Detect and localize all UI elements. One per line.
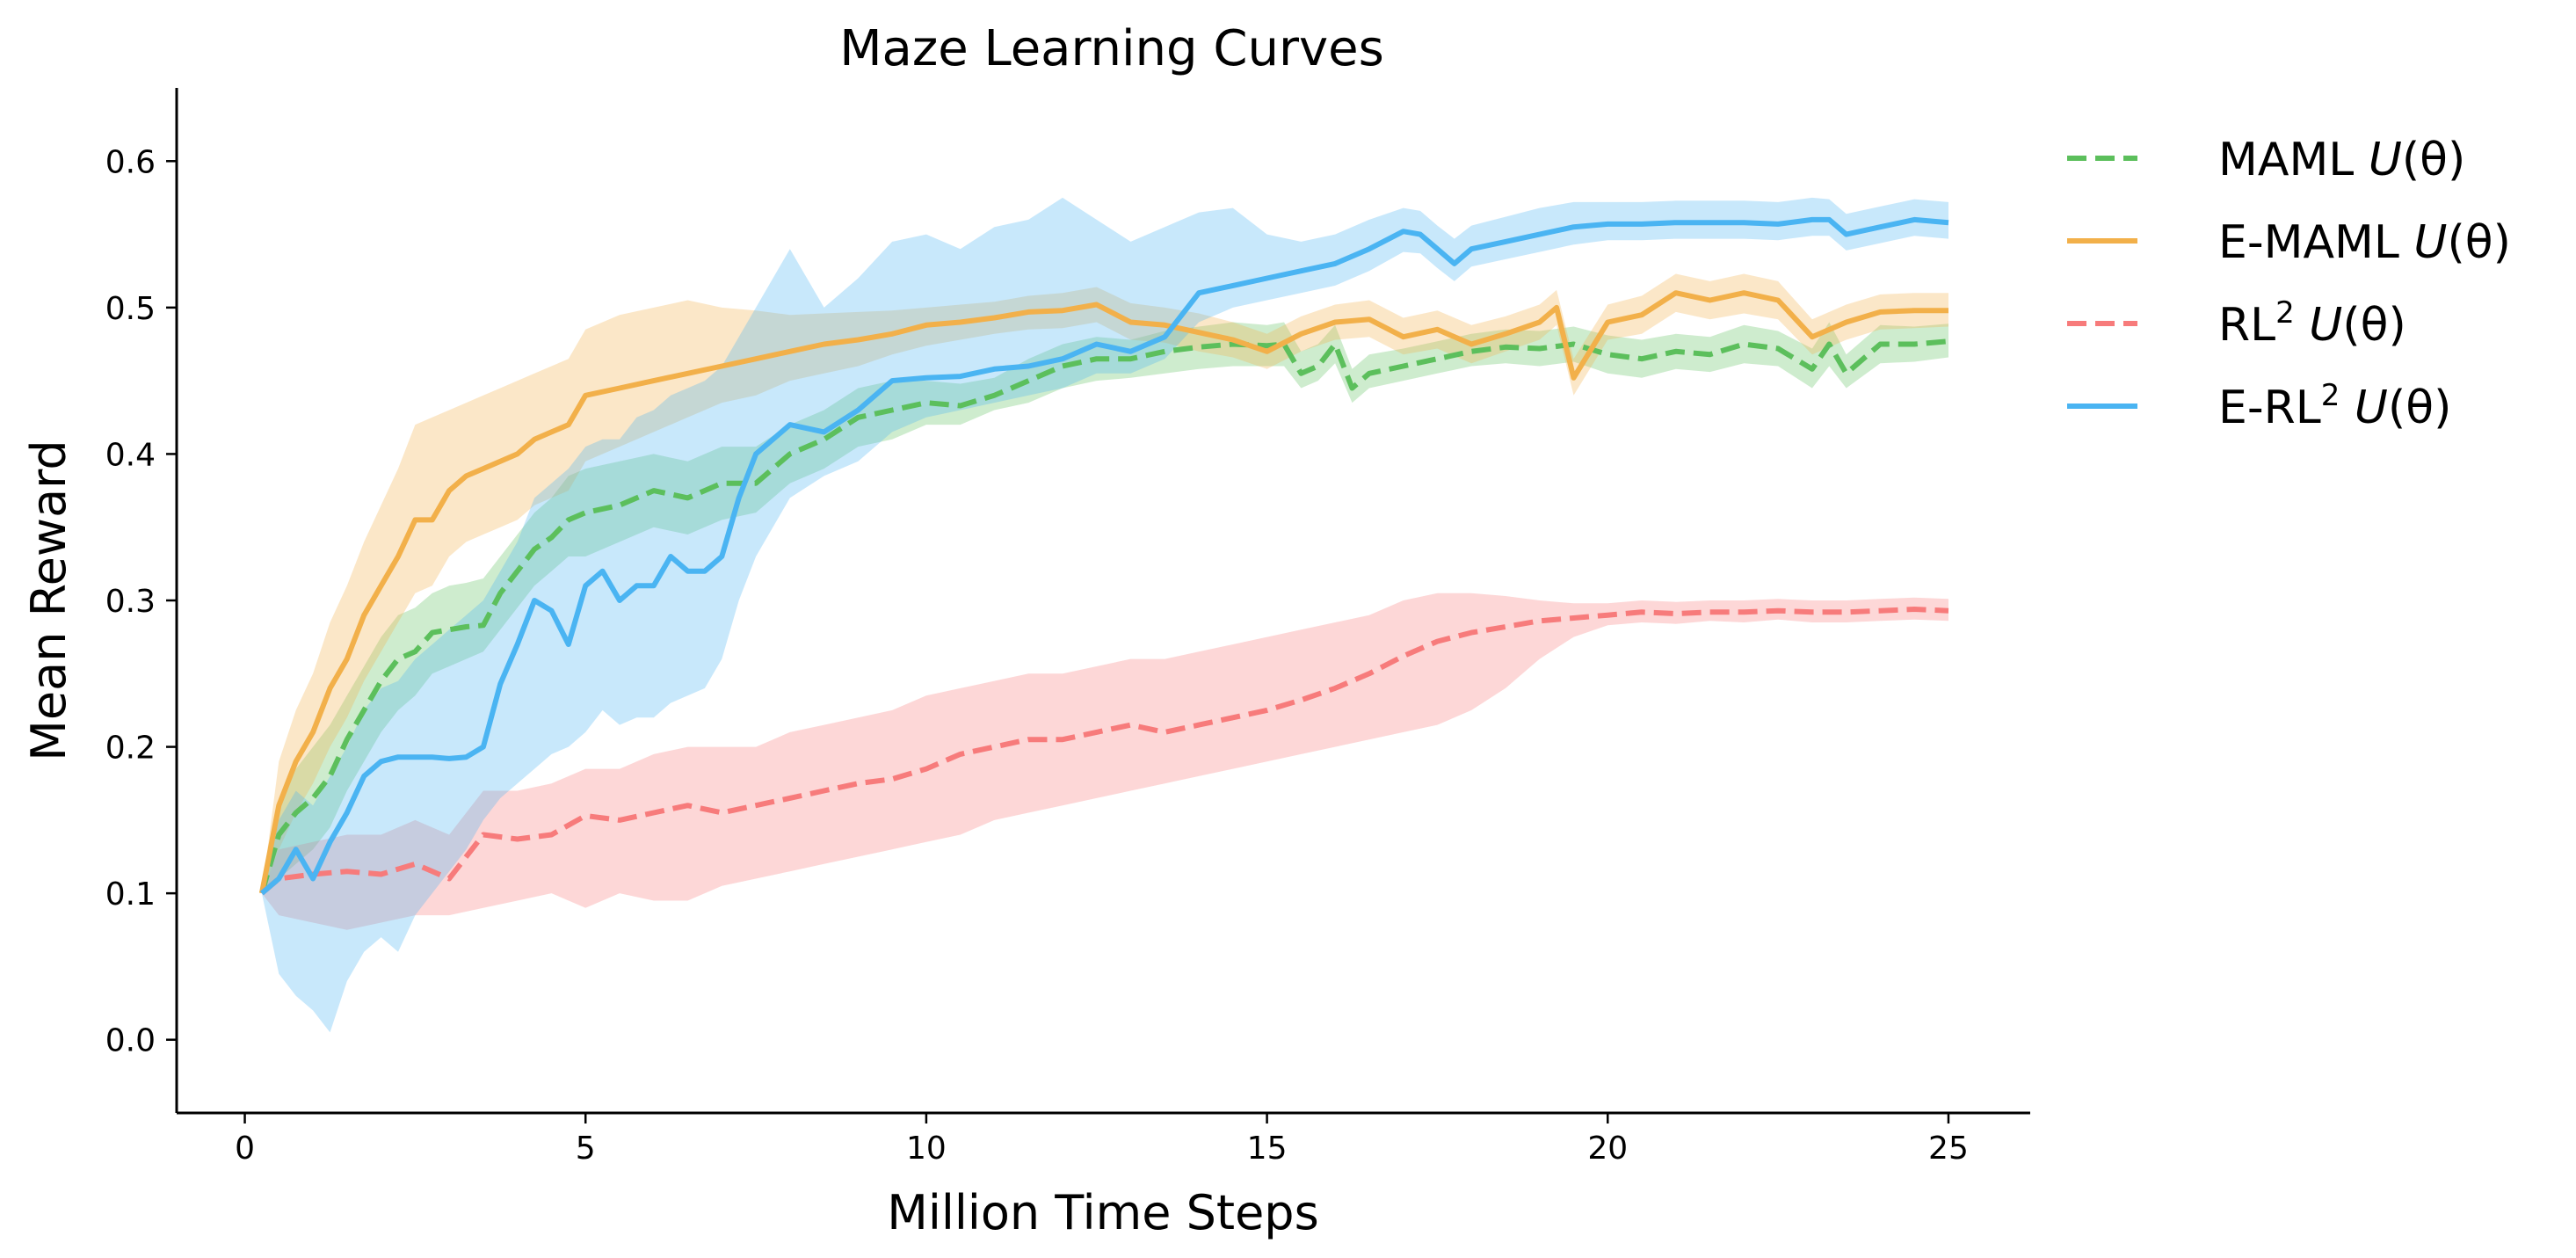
line-maml-u <box>259 338 1949 894</box>
legend-label: RL2 U(θ) <box>2218 295 2406 352</box>
legend-label: E-MAML U(θ) <box>2218 216 2511 269</box>
confidence-bands <box>261 197 1948 1033</box>
legend-label: MAML U(θ) <box>2218 134 2465 186</box>
x-tick-label: 15 <box>1247 1131 1288 1167</box>
x-ticks: 0 5 10 15 20 25 <box>235 1113 1969 1167</box>
x-tick-label: 0 <box>235 1131 255 1167</box>
y-axis-label: Mean Reward <box>21 440 76 760</box>
legend-item-maml-u: MAML U(θ) <box>2067 134 2465 186</box>
y-ticks: 0.0 0.1 0.2 0.3 0.4 0.5 0.6 <box>105 144 177 1059</box>
legend: MAML U(θ) E-MAML U(θ) RL2 U(θ) E-RL2 U(θ) <box>2067 134 2511 434</box>
band-rl2-u <box>261 593 1948 930</box>
line-e-maml-u <box>258 290 1948 894</box>
y-tick-label: 0.6 <box>105 144 156 180</box>
legend-item-e-rl2-u: E-RL2 U(θ) <box>2067 378 2451 434</box>
x-tick-label: 10 <box>906 1131 947 1167</box>
legend-item-e-maml-u: E-MAML U(θ) <box>2067 216 2511 269</box>
band-e-rl2-u <box>261 197 1948 1033</box>
x-tick-label: 25 <box>1928 1131 1969 1167</box>
y-tick-label: 0.1 <box>105 876 156 913</box>
series-lines <box>258 216 1949 896</box>
chart-title: Maze Learning Curves <box>839 20 1384 77</box>
y-tick-label: 0.2 <box>105 731 156 767</box>
band-maml-u <box>261 322 1948 894</box>
x-tick-label: 5 <box>576 1131 596 1167</box>
y-tick-label: 0.4 <box>105 437 156 473</box>
y-tick-label: 0.3 <box>105 584 156 620</box>
x-tick-label: 20 <box>1587 1131 1628 1167</box>
x-axis-label: Million Time Steps <box>887 1185 1318 1240</box>
legend-label: E-RL2 U(θ) <box>2218 378 2451 434</box>
y-tick-label: 0.0 <box>105 1023 156 1059</box>
legend-item-rl2-u: RL2 U(θ) <box>2067 295 2406 352</box>
y-tick-label: 0.5 <box>105 291 156 327</box>
line-e-rl2-u <box>259 216 1949 896</box>
line-rl2-u <box>259 607 1949 896</box>
